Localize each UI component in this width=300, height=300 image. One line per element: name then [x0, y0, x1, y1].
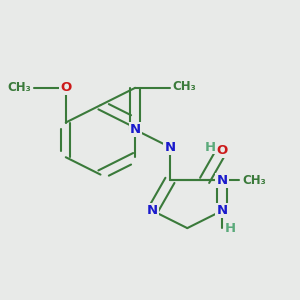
- Text: CH₃: CH₃: [7, 81, 31, 94]
- Text: H: H: [205, 141, 216, 154]
- Text: N: N: [216, 174, 228, 187]
- Text: O: O: [216, 143, 228, 157]
- Text: N: N: [147, 204, 158, 217]
- Text: CH₃: CH₃: [242, 174, 266, 187]
- Text: N: N: [164, 141, 175, 154]
- Text: N: N: [130, 123, 141, 136]
- Text: CH₃: CH₃: [173, 80, 196, 93]
- Text: H: H: [225, 222, 236, 235]
- Text: O: O: [60, 81, 71, 94]
- Text: N: N: [216, 204, 228, 217]
